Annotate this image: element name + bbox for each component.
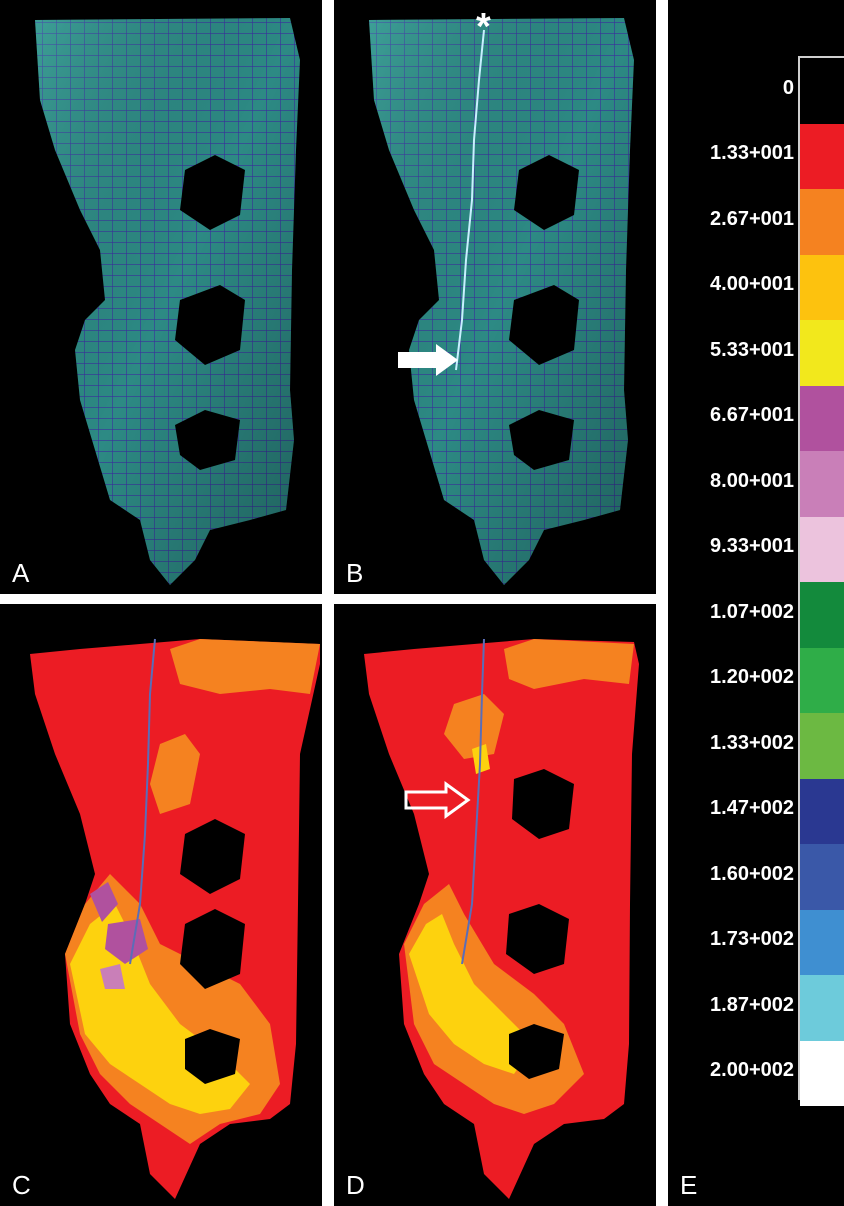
panel-label-e: E (680, 1170, 698, 1200)
legend-swatch (800, 58, 844, 124)
foramen-hole (180, 909, 245, 989)
legend-swatch (800, 778, 844, 844)
legend-swatch (800, 254, 844, 320)
fracture-line (455, 29, 485, 371)
asterisk-marker: * (476, 6, 491, 48)
legend-tick-label: 1.07+002 (710, 600, 794, 623)
mesh-model-b (369, 18, 634, 585)
legend-tick-label: 1.20+002 (710, 666, 794, 689)
mesh-model-a (35, 18, 300, 585)
foramen-hole (180, 155, 245, 230)
panel-e: 0 1.33+001 2.67+001 4.00+001 5.33+001 6.67+00… (668, 0, 844, 1206)
legend-tick-label: 4.00+001 (710, 273, 794, 296)
foramen-hole (509, 1024, 564, 1079)
foramen-hole (175, 285, 245, 365)
legend-tick-label: 2.00+002 (710, 1059, 794, 1082)
legend-swatch (800, 909, 844, 975)
panel-label-c: C (12, 1170, 31, 1200)
legend-swatch (800, 647, 844, 713)
foramen-hole (175, 410, 240, 470)
foramen-hole (509, 410, 574, 470)
legend-tick-label: 1.87+002 (710, 993, 794, 1016)
legend-tick-label: 2.67+001 (710, 207, 794, 230)
panel-a: A (0, 0, 322, 594)
color-scale-legend (798, 56, 844, 1106)
legend-swatch (800, 451, 844, 517)
legend-tick-label: 1.60+002 (710, 862, 794, 885)
legend-swatch (800, 123, 844, 189)
legend-swatch (800, 713, 844, 779)
panel-label-d: D (346, 1170, 365, 1200)
arrow-icon (398, 344, 458, 376)
legend-swatch (800, 582, 844, 648)
legend-swatch (800, 320, 844, 386)
legend-tick-label: 8.00+001 (710, 469, 794, 492)
legend-tick-label: 9.33+001 (710, 535, 794, 558)
foramen-hole (180, 819, 245, 894)
hollow-arrow-icon (404, 781, 471, 819)
legend-swatch (800, 385, 844, 451)
fracture-line (461, 638, 485, 965)
fracture-line (129, 638, 156, 965)
foramen-hole (185, 1029, 240, 1084)
foramen-hole (512, 769, 574, 839)
panel-label-b: B (346, 558, 364, 588)
panel-label-a: A (12, 558, 30, 588)
panel-b: * B (334, 0, 656, 594)
stress-map-d (364, 638, 639, 1199)
legend-swatch (800, 516, 844, 582)
legend-tick-label: 1.47+002 (710, 797, 794, 820)
legend-tick-label: 6.67+001 (710, 404, 794, 427)
legend-tick-label: 0 (782, 76, 794, 99)
legend-swatch (800, 844, 844, 910)
foramen-hole (514, 155, 579, 230)
legend-tick-label: 5.33+001 (710, 338, 794, 361)
stress-region-purple (90, 882, 118, 922)
legend-swatch (800, 975, 844, 1041)
panel-c: C (0, 604, 322, 1206)
foramen-hole (506, 904, 569, 974)
stress-region-yellow (409, 914, 534, 1074)
legend-tick-label: 1.33+002 (710, 731, 794, 754)
legend-tick-label: 1.73+002 (710, 928, 794, 951)
panel-d: D (334, 604, 656, 1206)
foramen-hole (509, 285, 579, 365)
legend-swatch (800, 189, 844, 255)
legend-tick-label: 1.33+001 (710, 142, 794, 165)
stress-map-c (30, 638, 320, 1199)
legend-swatch (800, 1040, 844, 1106)
